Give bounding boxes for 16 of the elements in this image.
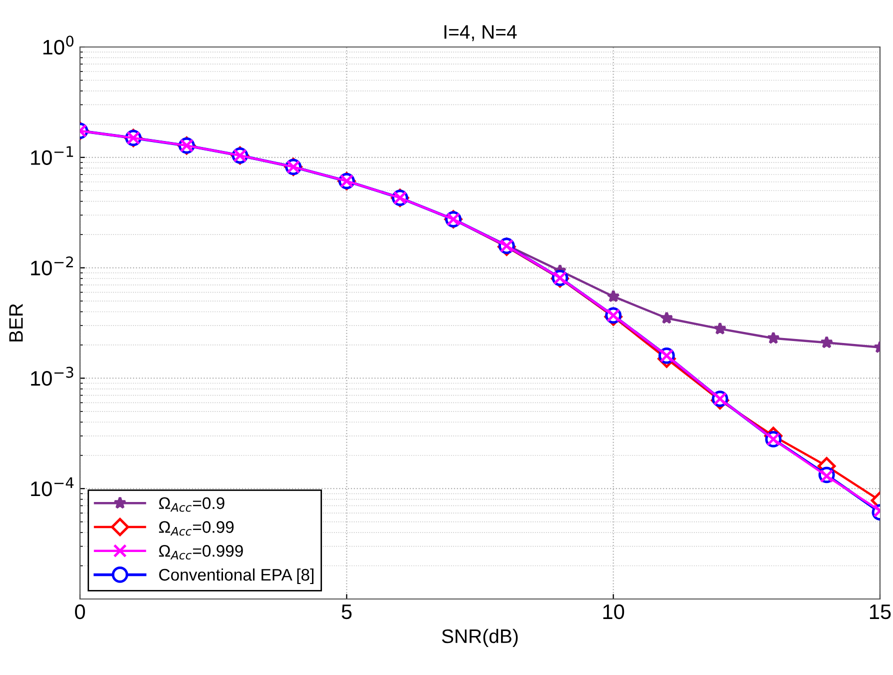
y-tick-label: 10$^{−3}$: [31, 366, 74, 386]
legend-label: Ω$_{Acc}$=0.99: [159, 521, 234, 536]
y-tick-label: 10$^{0}$: [43, 36, 74, 55]
legend-label: Conventional EPA [8]: [159, 568, 314, 584]
legend-label: Ω$_{Acc}$=0.999: [159, 545, 243, 560]
x-tick-label: 5: [342, 604, 352, 620]
x-tick-label: 0: [75, 604, 85, 620]
y-tick-label: 10$^{−2}$: [31, 256, 73, 276]
legend-label: Ω$_{Acc}$=0.9: [159, 497, 224, 512]
chart-title: I=4, N=4: [444, 25, 517, 42]
x-tick-label: 15: [870, 604, 891, 620]
y-tick-label: 10$^{−4}$: [31, 477, 74, 496]
x-tick-label: 10: [603, 604, 624, 620]
y-tick-label: 10$^{−1}$: [31, 146, 74, 166]
x-axis-title: SNR(dB): [442, 628, 518, 647]
y-axis-title: BER: [9, 304, 23, 342]
